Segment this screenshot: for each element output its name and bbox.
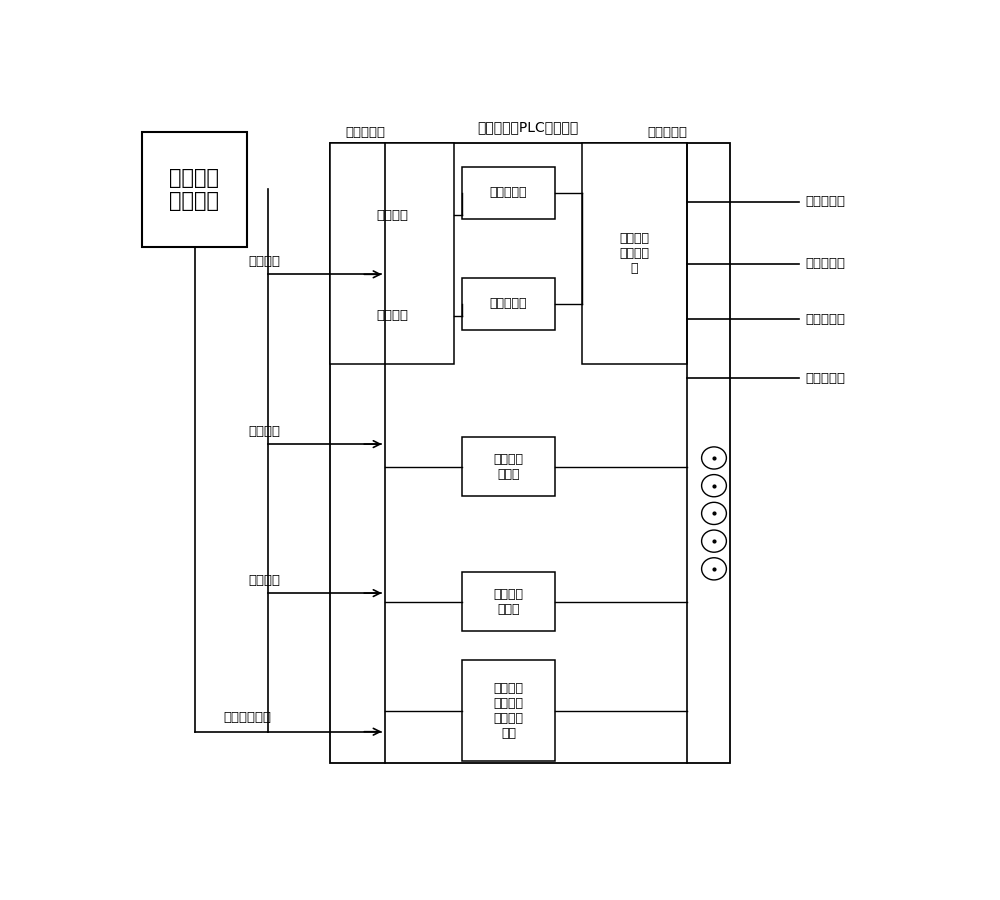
Text: 多控子程序: 多控子程序	[490, 297, 527, 310]
Text: 机电设备三: 机电设备三	[805, 313, 845, 326]
Text: 程序输出端: 程序输出端	[648, 126, 688, 139]
Text: 机电设备二: 机电设备二	[805, 257, 845, 270]
Bar	[142, 132, 247, 247]
Text: 单点控制: 单点控制	[376, 209, 408, 222]
Text: 程序输入端: 程序输入端	[345, 126, 385, 139]
Text: 多点控制: 多点控制	[376, 310, 408, 322]
Text: 机电设备四: 机电设备四	[805, 372, 845, 385]
Bar	[462, 572, 555, 631]
Text: 火灾模式: 火灾模式	[248, 574, 280, 587]
Bar	[462, 437, 555, 496]
Text: 手动模式: 手动模式	[248, 256, 280, 268]
Text: 某区域设备PLC模块程序: 某区域设备PLC模块程序	[477, 120, 579, 134]
Text: 单控子程序: 单控子程序	[490, 186, 527, 200]
Text: 正常工况
子程序: 正常工况 子程序	[494, 453, 524, 481]
Text: 火灾工况
子程序: 火灾工况 子程序	[494, 588, 524, 616]
Text: 自动模式: 自动模式	[248, 425, 280, 438]
Text: 计算机监
控客户端: 计算机监 控客户端	[169, 167, 219, 211]
Bar	[330, 142, 730, 763]
Bar	[462, 661, 555, 760]
Text: 设备逻辑
运行子程
序: 设备逻辑 运行子程 序	[620, 232, 650, 275]
Text: 养护数据
录入，周
期工况子
程序: 养护数据 录入，周 期工况子 程序	[494, 681, 524, 740]
Text: 机电设备一: 机电设备一	[805, 195, 845, 208]
Bar	[582, 143, 687, 364]
Bar	[462, 166, 555, 219]
Bar	[330, 143, 454, 364]
Bar	[462, 278, 555, 329]
Text: 智能联动模式: 智能联动模式	[223, 711, 271, 724]
